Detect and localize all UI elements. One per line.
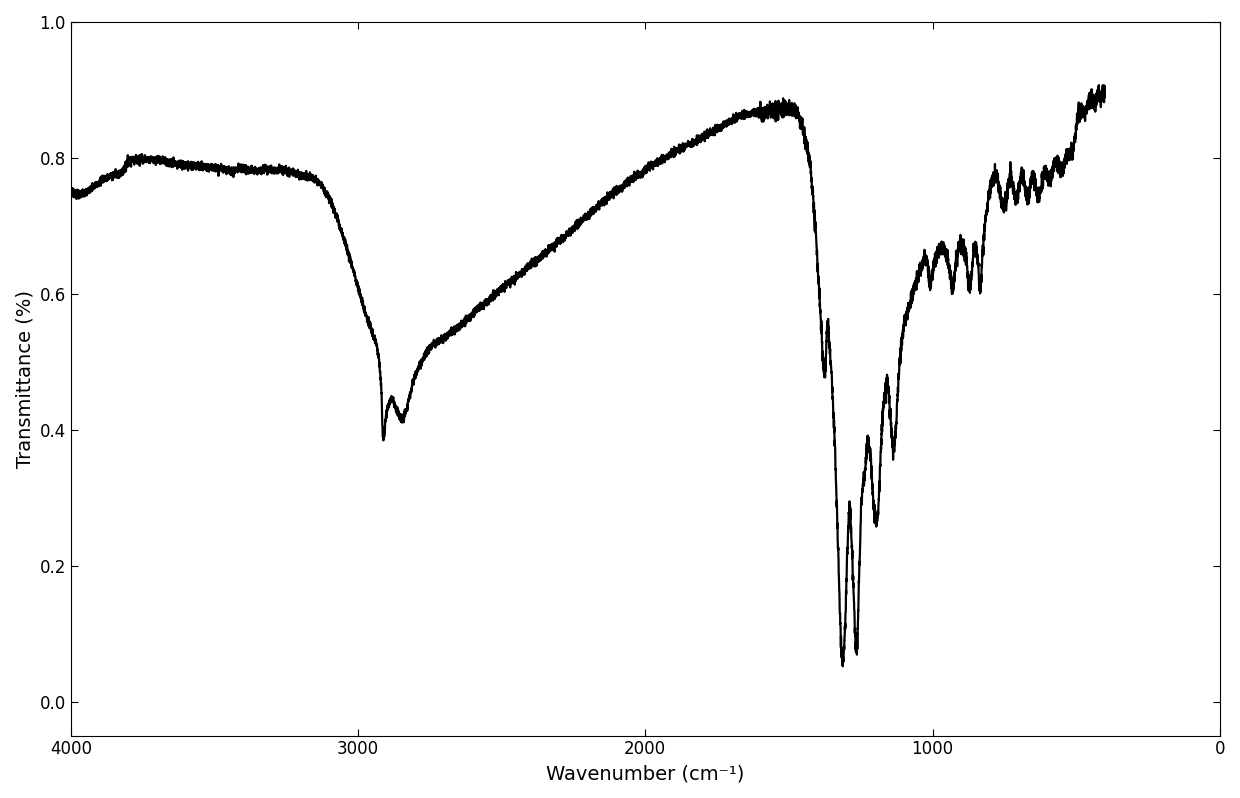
X-axis label: Wavenumber (cm⁻¹): Wavenumber (cm⁻¹) <box>546 764 744 783</box>
Y-axis label: Transmittance (%): Transmittance (%) <box>15 290 33 468</box>
